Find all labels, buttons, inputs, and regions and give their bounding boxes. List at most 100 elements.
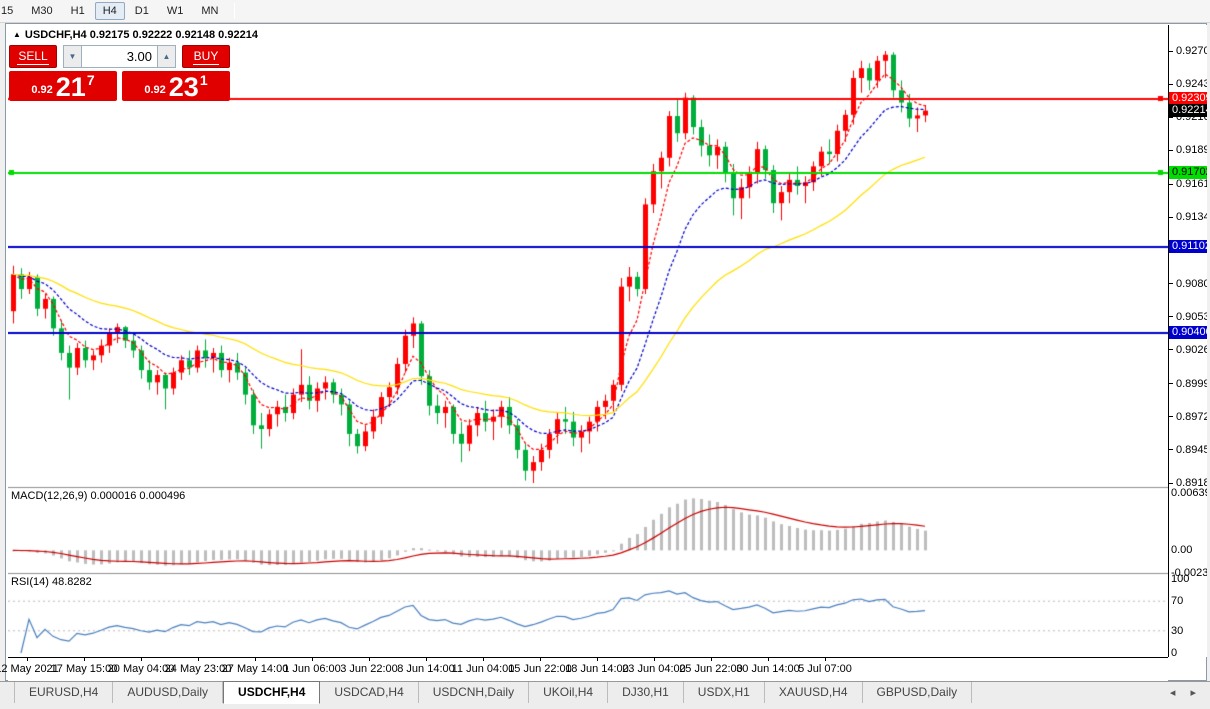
timeframe-button-w1[interactable]: W1	[166, 5, 184, 17]
price-tick-label: 0.90265	[1176, 343, 1207, 356]
chart-tab-audusd[interactable]: AUDUSD,Daily	[113, 682, 224, 703]
time-tick-dash	[711, 658, 712, 661]
volume-decrease-button[interactable]: ▼	[63, 45, 82, 68]
price-tick-label: 0.92700	[1176, 45, 1207, 57]
buy-price-box[interactable]: 0.92 23 1	[122, 71, 230, 101]
time-tick-label: 23 Jun 04:00	[622, 663, 686, 675]
axis-tick-dash	[1169, 483, 1173, 484]
sell-price-box[interactable]: 0.92 21 7	[9, 71, 117, 101]
volume-increase-button[interactable]: ▲	[157, 45, 176, 68]
chart-tab-usdcnh[interactable]: USDCNH,Daily	[419, 682, 530, 703]
price-tick-label: 0.92430	[1176, 78, 1207, 91]
sell-price-prefix: 0.92	[31, 84, 53, 96]
chart-tab-gbpusd[interactable]: GBPUSD,Daily	[863, 682, 973, 703]
time-tick-label: 27 May 14:00	[221, 663, 289, 675]
time-tick-dash	[540, 658, 541, 661]
toolbar-separator	[234, 3, 236, 19]
level-price-label: 0.91102	[1169, 240, 1207, 254]
price-chart-canvas[interactable]	[8, 25, 1168, 657]
rsi-value: 48.8282	[51, 576, 92, 588]
time-tick-label: 25 Jun 22:00	[679, 663, 743, 675]
macd-indicator-label: MACD(12,26,9) 0.000016 0.000496	[11, 490, 186, 502]
time-tick-label: 5 Jul 07:00	[798, 663, 852, 675]
collapse-triangle-icon[interactable]: ▲	[13, 30, 21, 39]
time-tick-dash	[825, 658, 826, 661]
buy-price-prefix: 0.92	[144, 84, 166, 96]
rsi-indicator-label: RSI(14) 48.8282	[11, 576, 92, 588]
current-price-label: 0.92214	[1169, 103, 1207, 117]
time-tick-label: 30 Jun 14:00	[736, 663, 800, 675]
chart-tab-dj30[interactable]: DJ30,H1	[608, 682, 684, 703]
volume-input[interactable]	[82, 45, 157, 68]
ohlc-values: 0.92175 0.92222 0.92148 0.92214	[89, 29, 258, 41]
timeframe-button-h1[interactable]: H1	[70, 5, 85, 17]
rsi-level-label: 100	[1171, 573, 1190, 585]
time-tick-dash	[768, 658, 769, 661]
time-tick-label: 1 Jun 06:00	[283, 663, 341, 675]
chart-tab-usdx[interactable]: USDX,H1	[684, 682, 765, 703]
axis-tick-dash	[1169, 51, 1173, 52]
axis-tick-dash	[1169, 217, 1173, 218]
axis-tick-dash	[1169, 449, 1173, 450]
time-tick-label: 3 Jun 22:00	[340, 663, 398, 675]
time-tick-label: 15 Jun 22:00	[508, 663, 572, 675]
axis-tick-dash	[1169, 349, 1173, 350]
time-axis[interactable]: 12 May 2021 17 May 15:00 20 May 04:00 24 Ma…	[0, 657, 1168, 681]
chart-tab-xauusd[interactable]: XAUUSD,H4	[765, 682, 863, 703]
chart-tab-usdchf[interactable]: USDCHF,H4	[223, 681, 321, 704]
time-tick-dash	[27, 658, 28, 661]
time-tick-dash	[654, 658, 655, 661]
rsi-level-label: 0	[1171, 647, 1178, 657]
time-tick-dash	[198, 658, 199, 661]
price-tick-label: 0.89720	[1176, 410, 1207, 423]
axis-tick-dash	[1169, 316, 1173, 317]
sell-price-pip: 7	[86, 72, 95, 88]
sell-button[interactable]: SELL	[9, 45, 57, 68]
timeframe-button-m30[interactable]: M30	[31, 5, 53, 17]
macd-min-label: -0.002322	[1171, 567, 1207, 579]
price-tick-label: 0.89990	[1176, 377, 1207, 390]
time-tick-label: 11 Jun 04:00	[451, 663, 515, 675]
chart-tab-ukoil[interactable]: UKOil,H4	[529, 682, 609, 703]
time-tick-label: 8 Jun 14:00	[397, 663, 455, 675]
axis-tick-dash	[1169, 84, 1173, 85]
axis-tick-dash	[1169, 383, 1173, 384]
timeframe-button-h4[interactable]: H4	[94, 2, 125, 20]
up-arrow-icon: ▲	[162, 52, 171, 61]
timeframe-button-mn[interactable]: MN	[201, 5, 219, 17]
time-tick-dash	[597, 658, 598, 661]
price-tick-label: 0.91890	[1176, 144, 1207, 157]
macd-zero-label: 0.00	[1171, 544, 1193, 557]
axis-tick-dash	[1169, 117, 1173, 118]
level-price-label: 0.92309	[1169, 91, 1207, 105]
macd-max-label: 0.006394	[1171, 487, 1207, 499]
sell-price-big: 21	[55, 72, 86, 102]
chart-tab-bar: EURUSD,H4 AUDUSD,Daily USDCHF,H4 USDCAD,H4 U…	[0, 681, 1210, 709]
time-tick-dash	[312, 658, 313, 661]
time-tick-label: 20 May 04:00	[107, 663, 175, 675]
time-tick-label: 24 May 23:00	[164, 663, 232, 675]
chart-tab-eurusd[interactable]: EURUSD,H4	[14, 682, 114, 703]
chart-tab-usdcad[interactable]: USDCAD,H4	[320, 682, 419, 703]
price-tick-label: 0.90535	[1176, 310, 1207, 323]
price-tick-label: 0.89180	[1176, 477, 1207, 489]
timeframe-button-15[interactable]: 15	[1, 5, 14, 17]
tab-scroll-arrows[interactable]: ◂ ▸	[1169, 687, 1202, 699]
price-tick-label: 0.90805	[1176, 277, 1207, 290]
level-price-label: 0.91702	[1169, 166, 1207, 180]
macd-values: 0.000016 0.000496	[90, 490, 186, 502]
axis-tick-dash	[1169, 416, 1173, 417]
time-tick-label: 17 May 15:00	[50, 663, 118, 675]
time-tick-dash	[426, 658, 427, 661]
price-axis[interactable]: 0.927000.924300.921600.918900.916150.913…	[1168, 25, 1207, 657]
buy-button[interactable]: BUY	[182, 45, 230, 68]
chart-title: ▲ USDCHF,H4 0.92175 0.92222 0.92148 0.922…	[13, 29, 258, 41]
axis-tick-dash	[1169, 184, 1173, 185]
time-tick-label: 18 Jun 14:00	[565, 663, 629, 675]
timeframe-button-d1[interactable]: D1	[134, 5, 149, 17]
symbol-period-label: USDCHF,H4	[24, 29, 87, 41]
rsi-level-label: 70	[1171, 595, 1184, 608]
buy-price-pip: 1	[199, 72, 208, 88]
